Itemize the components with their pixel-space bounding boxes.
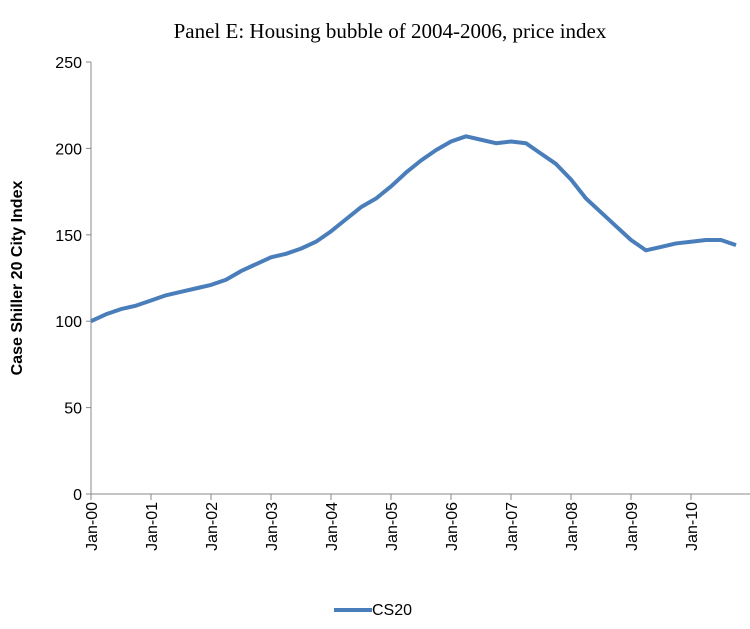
x-tick-label: Jan-00 — [84, 502, 101, 551]
x-tick-label: Jan-04 — [324, 502, 341, 551]
x-tick-label: Jan-03 — [264, 502, 281, 551]
y-axis-title: Case Shiller 20 City Index — [9, 181, 26, 376]
y-tick-label: 250 — [55, 55, 82, 72]
y-tick-label: 100 — [55, 314, 82, 331]
y-tick-label: 0 — [73, 487, 82, 504]
x-tick-label: Jan-07 — [504, 502, 521, 551]
x-tick-label: Jan-05 — [384, 502, 401, 551]
x-tick-label: Jan-01 — [144, 502, 161, 551]
data-line — [90, 134, 737, 324]
y-tick-label: 50 — [64, 401, 82, 418]
x-tick-label: Jan-08 — [564, 502, 581, 551]
x-tick-label: Jan-09 — [624, 502, 641, 551]
chart-title: Panel E: Housing bubble of 2004-2006, pr… — [174, 19, 607, 43]
x-tick-label: Jan-10 — [684, 502, 701, 551]
x-tick-label: Jan-06 — [444, 502, 461, 551]
y-tick-label: 200 — [55, 141, 82, 158]
legend-label: CS20 — [372, 602, 412, 619]
x-tick-label: Jan-02 — [204, 502, 221, 551]
y-tick-label: 150 — [55, 228, 82, 245]
